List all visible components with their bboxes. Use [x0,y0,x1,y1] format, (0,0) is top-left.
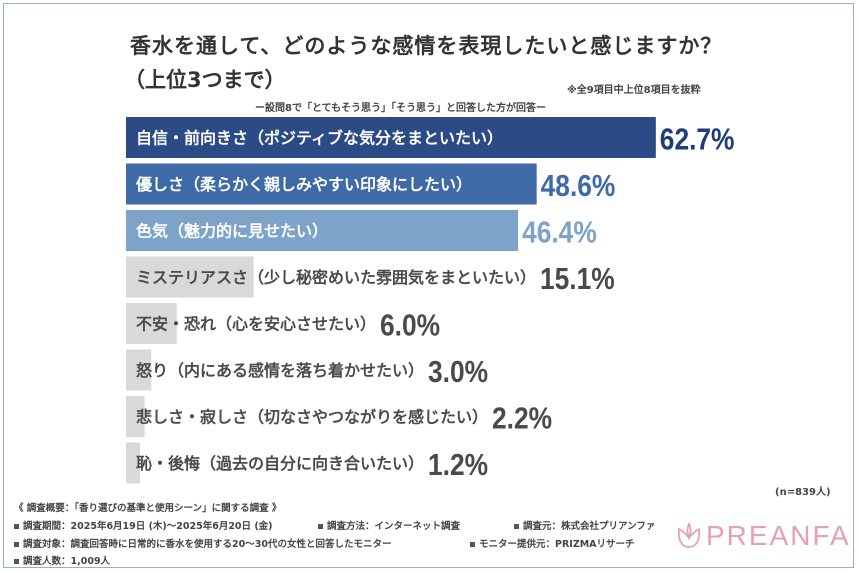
value-label-5: 6.0% [380,309,440,343]
footer-provider: モニター提供元：PRIZMAリサーチ [470,536,635,550]
value-label-6: 3.0% [428,355,488,389]
preanfa-logo: PREANFA [676,520,851,552]
question-note: ー設問8で「とてもそう思う」「そう思う」と回答した方が回答ー [255,103,546,114]
bar-label-1: 自信・前向きさ（ポジティブな気分をまといたい） [136,129,503,148]
bar-8 [126,442,140,484]
footer-overview: 《 調査概要：「香り選びの基準と使用シーン」に関する調査 》 [14,503,282,514]
excerpt-note: ※全9項目中上位8項目を抜粋 [567,85,701,96]
value-label-1: 62.7% [660,123,735,157]
value-label-3: 46.4% [522,216,597,250]
value-label-2: 48.6% [541,169,616,203]
chart-subtitle: （上位3つまで） [124,68,286,92]
bar-label-2: 優しさ（柔らかく親しみやすい印象にしたい） [135,175,472,194]
bar-6 [126,349,152,391]
bar-label-4: ミステリアスさ（少し秘密めいた雰囲気をまといたい） [136,268,536,287]
bar-2 [126,163,537,205]
bar-1 [126,117,656,158]
bar-label-7: 悲しさ・寂しさ（切なさやつながりを感じたい） [136,408,488,427]
footer-period: 調査期間：2025年6月19日 (木)〜2025年6月20日 (金) [14,518,273,532]
footer-method: 調査方法：インターネット調査 [318,518,460,532]
sample-size: (n=839人) [775,487,831,498]
value-label-8: 1.2% [428,448,488,482]
footer-source: 調査元：株式会社プリアンファ [514,518,655,532]
bar-7 [126,396,145,437]
footer-count: 調査人数：1,009人 [14,553,110,567]
value-label-7: 2.2% [492,402,552,436]
bar-label-8: 恥・後悔（過去の自分に向き合いたい） [136,454,424,473]
logo-text: PREANFA [706,520,851,551]
bar-3 [126,210,519,251]
tulip-logo-icon [677,521,701,548]
footer-target: 調査対象：調査回答時に日常的に香水を使用する20〜30代の女性と回答したモニター [14,536,391,550]
bar-5 [126,303,177,344]
value-label-4: 15.1% [540,262,615,296]
bar-4 [126,256,254,298]
chart-title: 香水を通して、どのような感情を表現したいと感じますか？ [130,34,723,58]
bar-label-6: 怒り（内にある感情を落ち着かせたい） [136,361,424,380]
bar-label-3: 色気（魅力的に見せたい） [136,222,328,241]
bar-label-5: 不安・恐れ（心を安心させたい） [136,315,376,334]
